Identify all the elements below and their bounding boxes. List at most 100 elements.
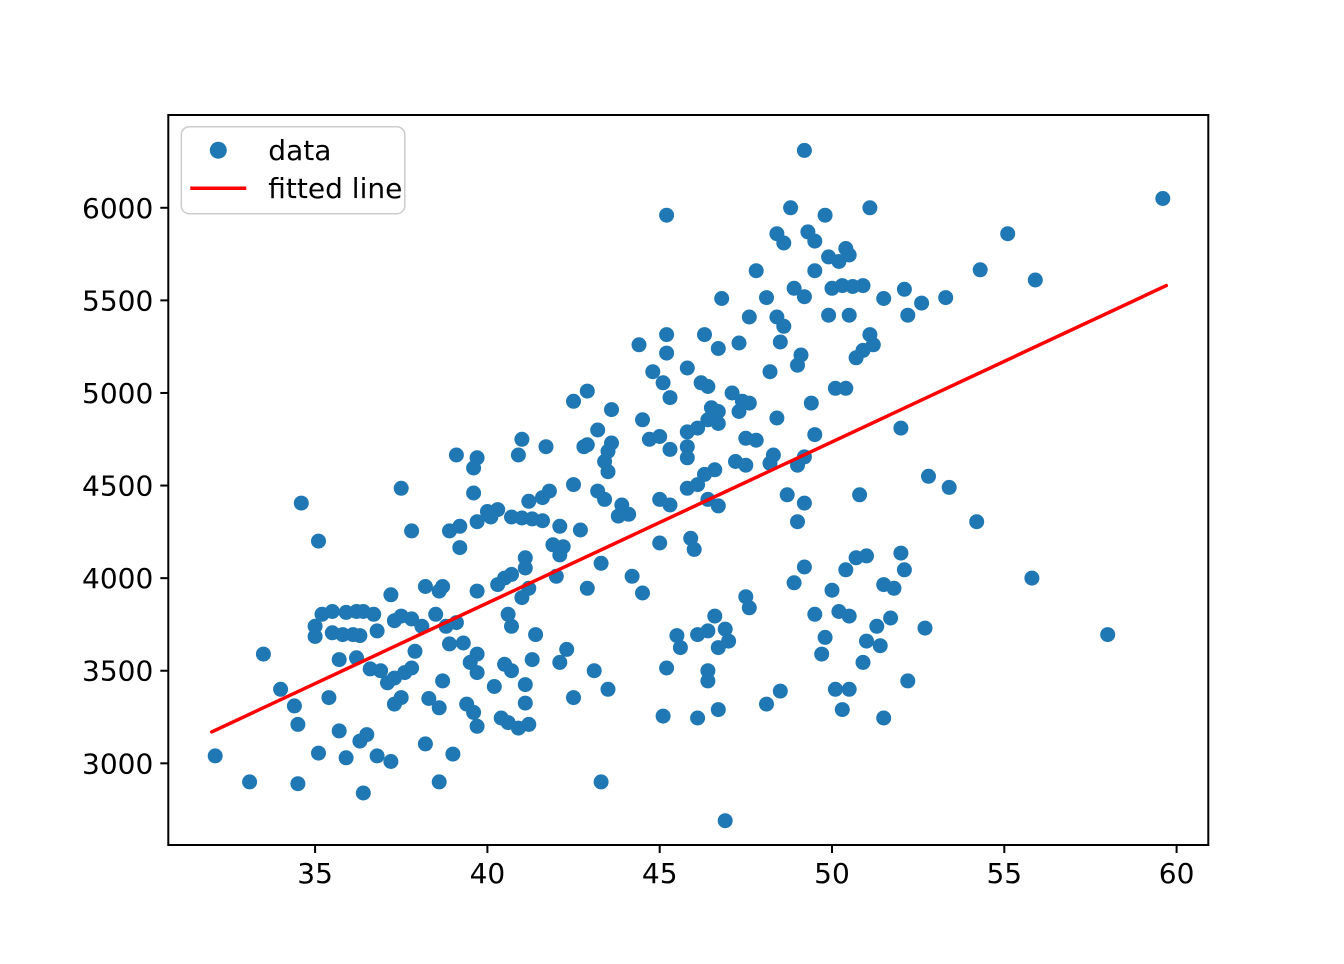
data-point [655,375,671,391]
data-point [631,337,647,353]
data-point [386,696,402,712]
data-point [417,579,433,594]
data-point [1100,627,1116,643]
data-point [731,335,747,351]
data-point [972,262,988,278]
data-point [786,280,802,296]
data-point [852,487,868,503]
scatter-series-data [207,142,1171,829]
data-point [535,513,550,529]
legend: data fitted line [180,125,406,215]
data-point [741,600,757,616]
data-point [827,681,843,697]
data-point [717,813,733,829]
data-point [604,402,619,418]
data-point [714,291,730,306]
data-point [762,364,778,380]
data-point [552,547,568,563]
data-point [776,318,792,334]
data-point [321,690,337,706]
data-point [796,559,812,575]
data-point [841,681,857,697]
data-point [586,663,602,679]
data-point [834,702,850,718]
data-point [428,606,444,622]
data-point [662,497,678,513]
data-point [535,490,550,506]
y-tick-label: 5000 [82,377,153,410]
data-point [538,439,554,455]
data-point [469,583,485,599]
data-point [700,623,716,639]
x-tick-label: 40 [470,857,506,890]
data-point [896,562,912,578]
data-point [838,380,854,396]
data-point [504,566,519,582]
data-point [859,548,874,564]
data-point [469,665,485,681]
data-point [786,575,802,591]
data-point [311,745,326,761]
data-point [435,673,451,689]
data-point [566,393,581,409]
data-point [741,395,757,411]
data-point [504,618,519,634]
data-point [710,341,726,356]
data-point [466,460,482,476]
plot-background [168,115,1209,845]
data-point [900,673,916,689]
data-point [679,480,695,496]
data-point [697,327,712,343]
data-point [690,710,706,726]
data-point [579,580,595,596]
data-point [893,420,909,436]
data-point [710,416,726,431]
data-point [421,691,437,706]
data-point [710,640,726,656]
data-point [900,307,916,323]
data-point [311,533,326,549]
data-point [710,404,726,419]
y-tick-label: 3500 [82,655,153,688]
data-point [748,263,764,279]
data-point [359,727,375,743]
data-point [659,345,675,361]
data-point [369,748,385,764]
data-point [466,704,482,720]
data-point [659,207,675,223]
data-point [242,774,258,790]
data-point [807,233,823,249]
data-point [500,606,516,622]
data-point [431,774,447,790]
data-point [593,555,609,571]
data-point [331,723,347,739]
data-point [293,495,309,511]
legend-frame [180,125,406,215]
data-point [876,710,892,726]
data-point [624,568,640,584]
data-point [886,580,902,596]
data-point [807,427,823,443]
data-point [517,560,533,576]
legend-label: data [268,134,331,167]
data-point [862,200,878,216]
data-point [724,385,740,401]
data-point [486,679,502,694]
data-point [1024,570,1040,586]
data-point [404,523,420,539]
data-series-layer [207,142,1171,829]
data-point [659,327,675,343]
data-point [600,464,616,480]
data-point [838,562,854,578]
data-point [700,673,716,689]
data-point [796,289,812,305]
data-point [207,748,223,764]
data-point [779,487,795,503]
data-point [662,441,678,457]
data-point [679,424,695,440]
data-point [717,621,733,637]
data-point [552,518,568,534]
data-point [417,736,433,752]
data-point [514,590,530,606]
